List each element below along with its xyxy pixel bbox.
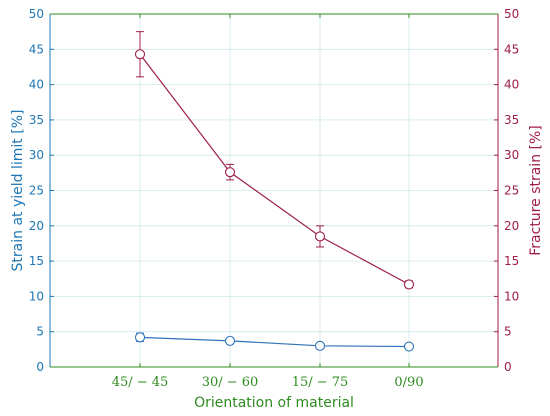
left-tick-label: 5 (36, 325, 44, 339)
left-tick-label: 45 (29, 42, 44, 56)
x-category-label: 45/ − 45 (112, 375, 169, 390)
x-category-label: 15/ − 75 (292, 375, 349, 390)
right-tick-label: 20 (504, 219, 519, 233)
left-y-axis-title: Strain at yield limit [%] (10, 110, 26, 272)
left-tick-label: 10 (29, 289, 44, 303)
left-y-axis: 0 5 10 15 20 25 30 35 40 45 50 (29, 7, 54, 374)
right-y-axis: 0 5 10 15 20 25 30 35 40 45 50 (494, 7, 519, 374)
right-tick-label: 15 (504, 254, 519, 268)
data-point (224, 167, 236, 178)
data-point (314, 231, 326, 242)
series-right (134, 31, 415, 290)
right-tick-label: 25 (504, 184, 519, 198)
left-tick-label: 35 (29, 113, 44, 127)
data-point (403, 279, 415, 290)
series-line (139, 336, 410, 348)
data-point (403, 341, 415, 352)
left-tick-label: 25 (29, 184, 44, 198)
x-axis: 45/ − 45 30/ − 60 15/ − 75 0/90 (50, 13, 498, 390)
series-layer (134, 31, 415, 352)
right-tick-label: 40 (504, 78, 519, 92)
series-line (139, 53, 410, 285)
right-tick-label: 35 (504, 113, 519, 127)
x-category-label: 0/90 (394, 375, 423, 390)
left-tick-label: 0 (36, 360, 44, 374)
left-tick-label: 15 (29, 254, 44, 268)
left-tick-label: 50 (29, 7, 44, 21)
x-category-label: 30/ − 60 (202, 375, 259, 390)
left-tick-label: 30 (29, 148, 44, 162)
right-tick-label: 0 (504, 360, 512, 374)
data-point (314, 340, 326, 351)
series-left (134, 332, 415, 352)
right-tick-label: 50 (504, 7, 519, 21)
data-point (134, 332, 146, 343)
grid (50, 14, 498, 367)
right-tick-label: 5 (504, 325, 512, 339)
left-tick-label: 40 (29, 78, 44, 92)
data-point (224, 335, 236, 346)
x-axis-title: Orientation of material (194, 395, 354, 411)
left-tick-label: 20 (29, 219, 44, 233)
right-tick-label: 10 (504, 289, 519, 303)
right-y-axis-title: Fracture strain [%] (528, 125, 544, 256)
right-tick-label: 45 (504, 42, 519, 56)
right-tick-label: 30 (504, 148, 519, 162)
data-point (134, 49, 146, 60)
